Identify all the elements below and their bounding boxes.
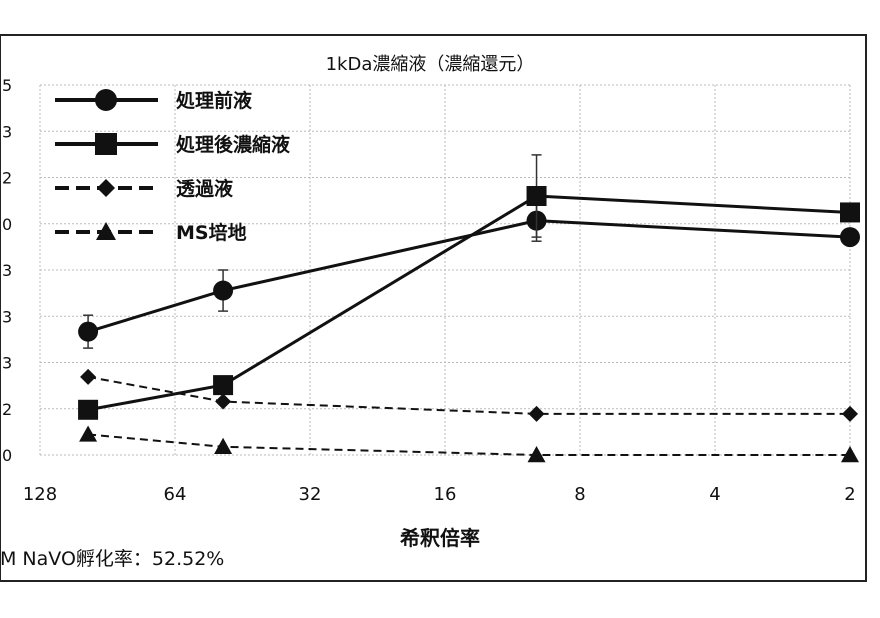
x-tick-label: 32 bbox=[299, 484, 322, 505]
marker-circle bbox=[840, 227, 860, 247]
y-tick-label: 2 bbox=[2, 400, 12, 419]
x-tick-labels: 128 64 32 16 8 4 2 bbox=[23, 484, 856, 505]
y-tick-labels: 5 3 2 0 3 3 3 2 0 bbox=[2, 76, 12, 465]
chart-title: 1kDa濃縮液（濃縮還元） bbox=[326, 54, 535, 75]
series-line bbox=[88, 434, 850, 455]
x-tick-label: 64 bbox=[164, 484, 187, 505]
y-tick-label: 5 bbox=[2, 76, 12, 95]
marker-diamond bbox=[80, 369, 96, 385]
marker-square bbox=[78, 400, 98, 420]
y-tick-label: 3 bbox=[2, 307, 12, 326]
marker-square bbox=[213, 375, 233, 395]
y-tick-label: 0 bbox=[2, 215, 12, 234]
legend-label: MS培地 bbox=[176, 221, 247, 244]
marker-diamond bbox=[97, 179, 115, 197]
legend-label: 処理前液 bbox=[176, 89, 253, 112]
marker-square bbox=[840, 202, 860, 222]
marker-circle bbox=[213, 281, 233, 301]
y-tick-label: 2 bbox=[2, 169, 12, 188]
grid bbox=[40, 85, 850, 455]
x-tick-label: 8 bbox=[574, 484, 585, 505]
marker-triangle bbox=[79, 425, 97, 441]
x-tick-label: 128 bbox=[23, 484, 57, 505]
y-tick-label: 3 bbox=[2, 261, 12, 280]
y-tick-label: 3 bbox=[2, 122, 12, 141]
marker-diamond bbox=[529, 406, 545, 422]
marker-circle bbox=[78, 322, 98, 342]
legend-label: 透過液 bbox=[176, 177, 234, 200]
y-tick-label: 3 bbox=[2, 354, 12, 373]
x-tick-label: 2 bbox=[844, 484, 855, 505]
x-tick-label: 16 bbox=[434, 484, 457, 505]
marker-diamond bbox=[215, 394, 231, 410]
legend: 処理前液処理後濃縮液透過液 MS培地 bbox=[55, 89, 291, 244]
marker-circle bbox=[95, 89, 117, 111]
marker-triangle bbox=[214, 438, 232, 454]
marker-square bbox=[527, 186, 547, 206]
annotation-text: M NaVO孵化率：52.52% bbox=[0, 548, 224, 570]
series bbox=[78, 155, 860, 462]
legend-label: 処理後濃縮液 bbox=[176, 133, 291, 156]
marker-square bbox=[95, 133, 117, 155]
x-tick-label: 4 bbox=[709, 484, 720, 505]
x-axis-label: 希釈倍率 bbox=[400, 526, 480, 550]
y-tick-label: 0 bbox=[2, 446, 12, 465]
